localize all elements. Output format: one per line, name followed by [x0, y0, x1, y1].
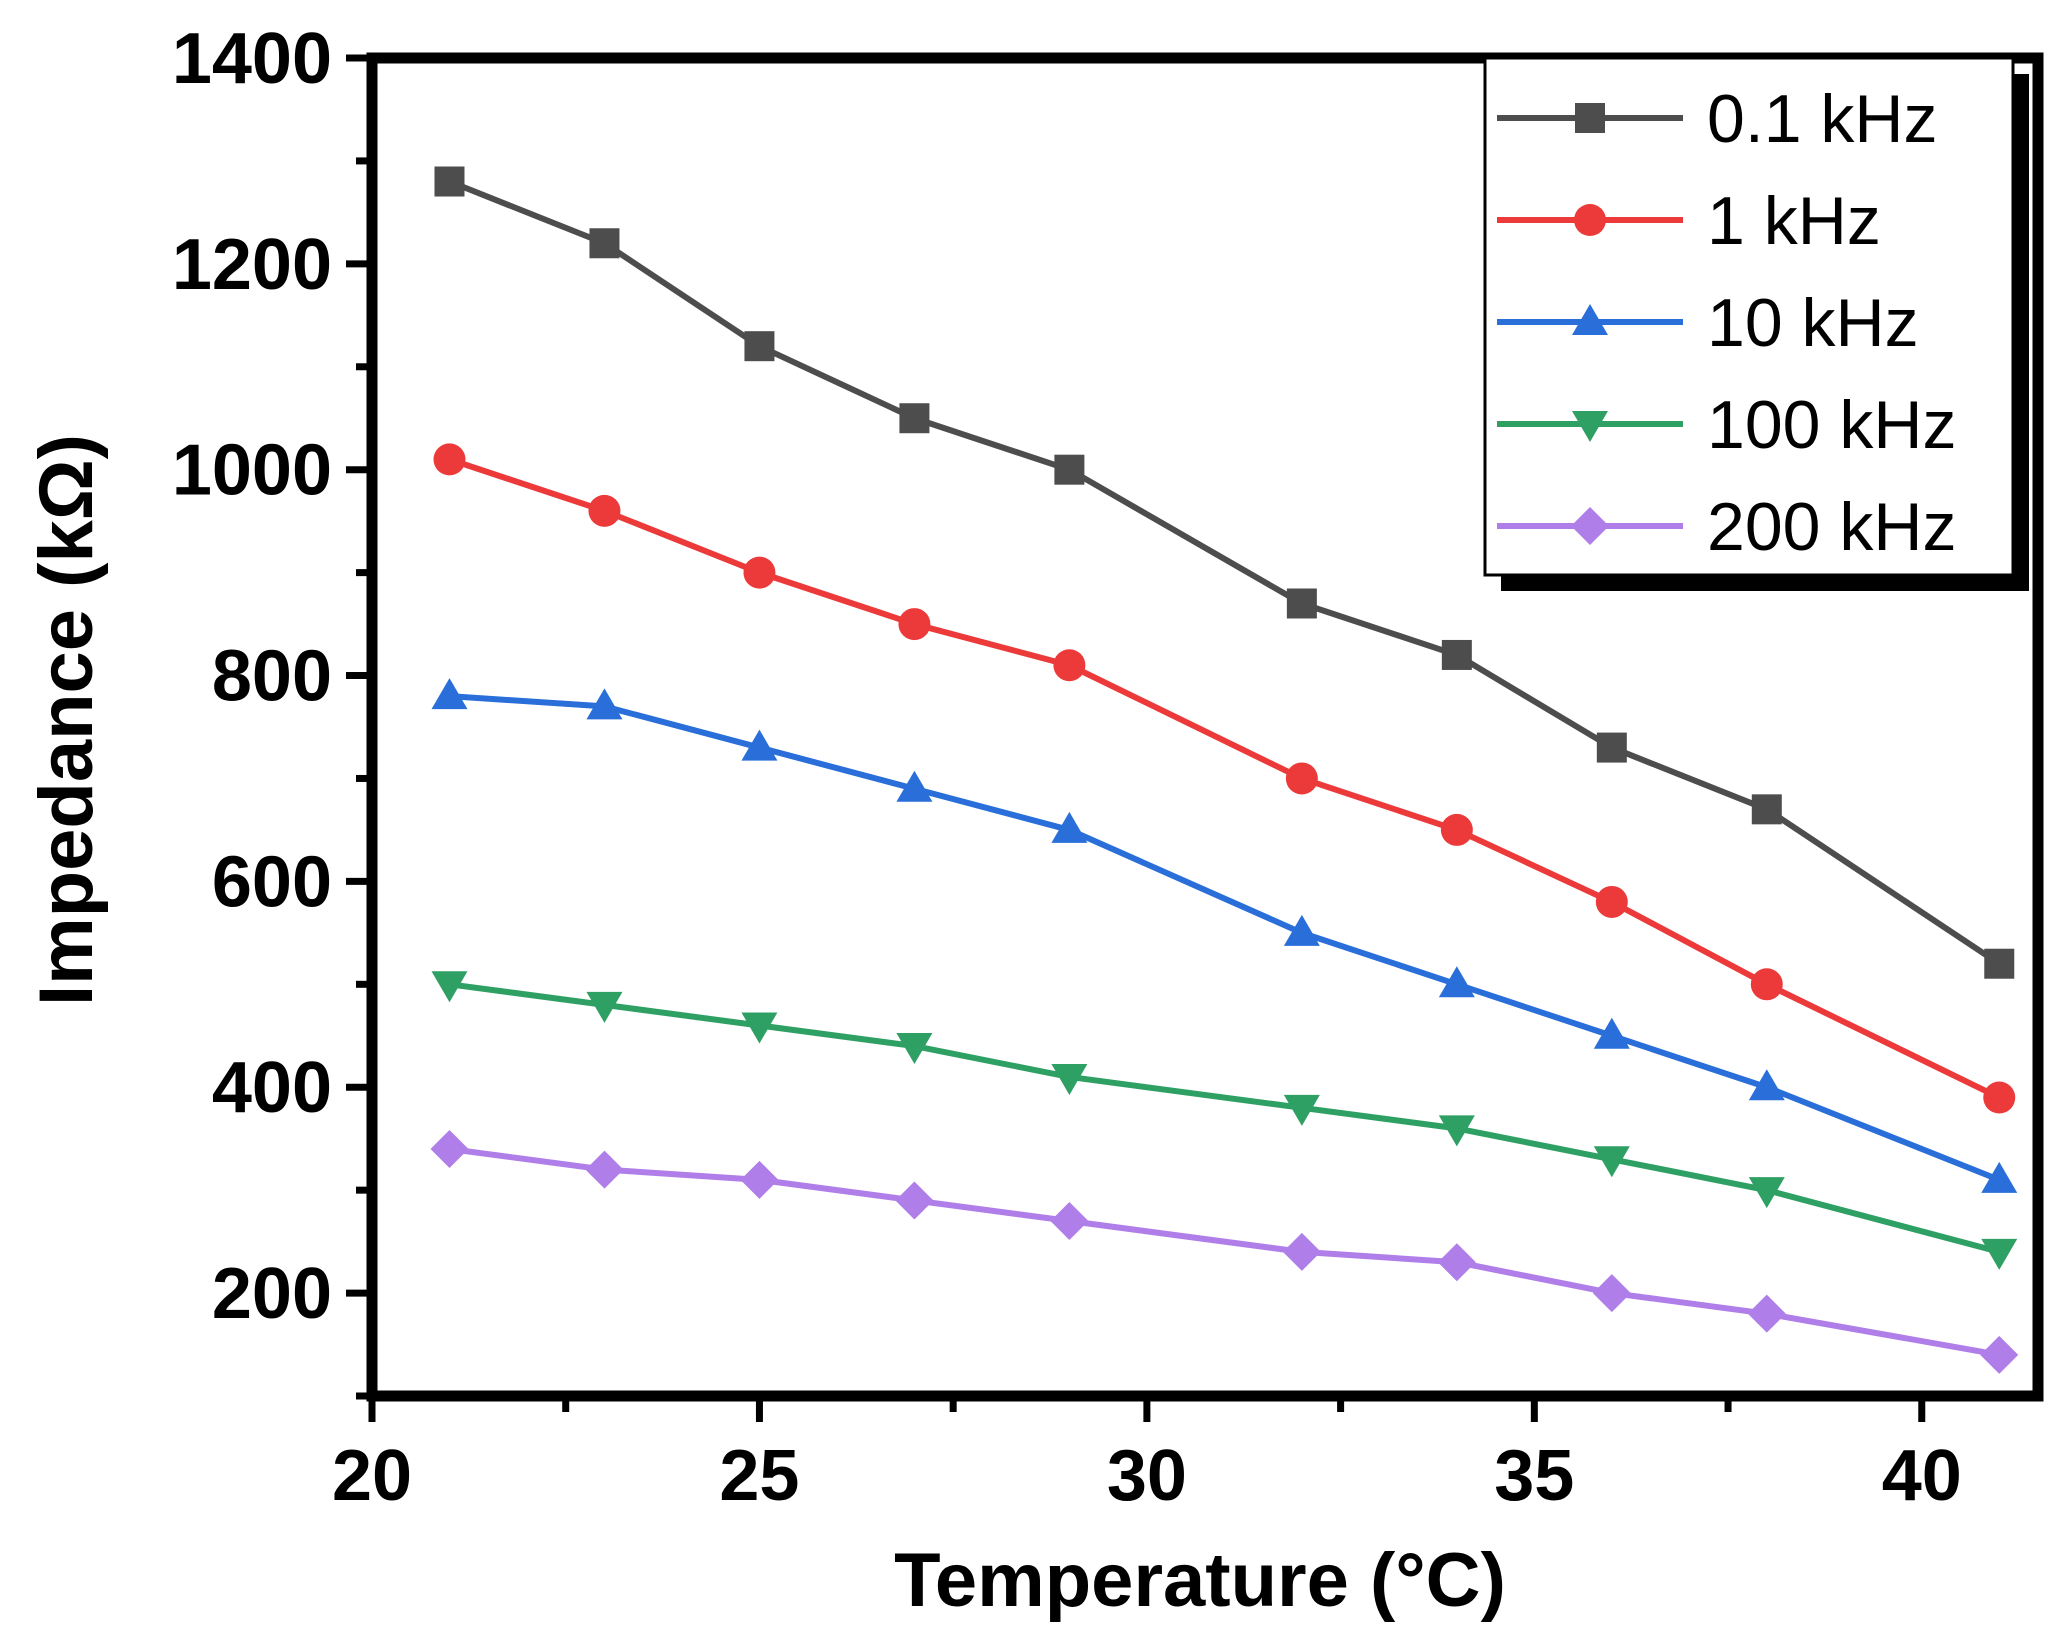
data-point — [1437, 1243, 1476, 1282]
data-point — [1286, 588, 1317, 619]
data-point — [898, 608, 931, 641]
data-point — [740, 1160, 779, 1199]
data-point — [741, 1012, 778, 1044]
series-4 — [430, 1129, 2019, 1374]
legend-box — [1483, 56, 2015, 577]
plot-frame — [366, 52, 2044, 1402]
data-point — [1595, 885, 1628, 918]
series-line — [448, 178, 2001, 967]
series-0 — [434, 166, 2015, 979]
data-point — [1980, 1335, 2019, 1374]
legend-marker — [1572, 411, 1608, 442]
data-point — [433, 443, 466, 476]
y-tick-label: 1200 — [172, 225, 332, 305]
data-point — [895, 1181, 934, 1220]
data-point — [1750, 968, 1783, 1001]
data-point — [586, 991, 623, 1023]
legend-marker — [1571, 507, 1609, 545]
series-line — [449, 1146, 2000, 1358]
data-point — [1438, 966, 1475, 998]
legend-label: 200 kHz — [1707, 489, 1956, 565]
data-point — [1981, 1238, 2018, 1270]
legend-label: 1 kHz — [1707, 183, 1881, 259]
data-point — [1984, 948, 2015, 979]
data-point — [1051, 811, 1088, 843]
data-point — [741, 729, 778, 761]
data-point — [896, 1033, 933, 1065]
data-point — [896, 770, 933, 802]
series-line — [449, 693, 2001, 1183]
y-tick-label: 200 — [212, 1254, 332, 1334]
data-point — [1983, 1081, 2016, 1114]
data-point — [589, 228, 620, 259]
legend-label: 10 kHz — [1707, 285, 1919, 361]
data-point — [1438, 1115, 1475, 1147]
y-tick-label: 1400 — [172, 19, 332, 99]
data-point — [1441, 639, 1472, 670]
data-point — [1440, 813, 1473, 846]
data-point — [1051, 1063, 1088, 1095]
data-point — [899, 403, 930, 434]
x-tick-label: 20 — [332, 1436, 412, 1516]
data-point — [1593, 1017, 1630, 1049]
series-3 — [431, 971, 2018, 1270]
data-point — [586, 688, 623, 720]
x-tick-label: 35 — [1494, 1436, 1574, 1516]
y-tick-label: 1000 — [172, 431, 332, 511]
data-point — [1053, 649, 1086, 682]
data-point — [1748, 1069, 1785, 1101]
legend-marker — [1574, 204, 1606, 236]
data-point — [431, 971, 468, 1003]
data-point — [1050, 1202, 1089, 1241]
x-tick-label: 40 — [1882, 1436, 1962, 1516]
x-axis-title: Temperature (°C) — [894, 1538, 1506, 1623]
data-point — [1751, 794, 1782, 825]
legend-marker — [1575, 103, 1605, 133]
legend: 0.1 kHz 1 kHz 10 kHz 100 kHz 200 kHz — [1483, 56, 2029, 591]
legend-marker — [1572, 304, 1608, 335]
data-point — [1054, 454, 1085, 485]
data-point — [1748, 1177, 1785, 1209]
series-line — [449, 981, 2001, 1255]
x-tick-label: 30 — [1107, 1436, 1187, 1516]
data-point — [434, 166, 465, 197]
y-tick-label: 400 — [212, 1048, 332, 1128]
data-point — [1596, 732, 1627, 763]
data-point — [431, 678, 468, 710]
data-point — [1981, 1161, 2018, 1193]
data-point — [585, 1150, 624, 1189]
data-point — [1593, 1146, 1630, 1178]
data-point — [743, 556, 776, 589]
y-axis-title: Impedance (kΩ) — [24, 434, 109, 1006]
legend-label: 100 kHz — [1707, 387, 1956, 463]
data-point — [588, 494, 621, 527]
series-line — [448, 456, 2001, 1101]
y-tick-label: 600 — [212, 842, 332, 922]
data-point — [1283, 914, 1320, 946]
data-point — [1282, 1232, 1321, 1271]
series-1 — [433, 443, 2016, 1114]
series-2 — [431, 678, 2018, 1193]
plot-layer: 200 400 600 800 1000 1200 1400 20 25 30 35 40 0.1 kH… — [172, 19, 2044, 1516]
data-point — [1283, 1094, 1320, 1126]
y-tick-label: 800 — [212, 637, 332, 717]
data-point — [1592, 1274, 1631, 1313]
data-point — [430, 1129, 469, 1168]
data-point — [1747, 1294, 1786, 1333]
x-tick-label: 25 — [719, 1436, 799, 1516]
data-point — [744, 331, 775, 362]
data-point — [1285, 762, 1318, 795]
legend-label: 0.1 kHz — [1707, 81, 1938, 157]
